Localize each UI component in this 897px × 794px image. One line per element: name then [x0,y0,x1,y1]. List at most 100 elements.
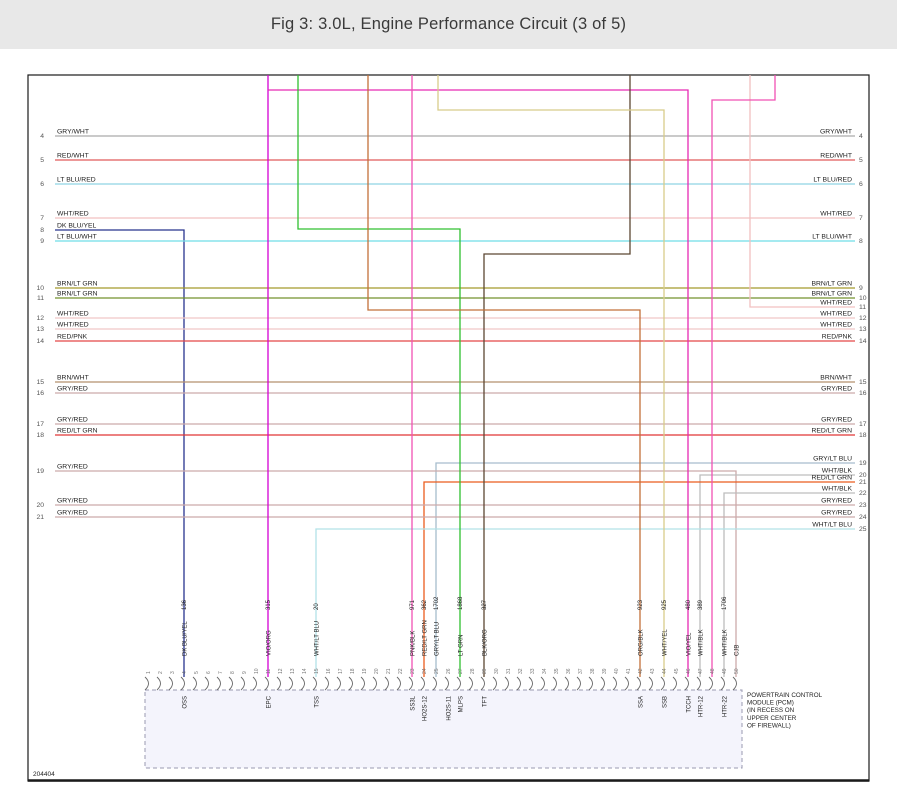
left-row-number: 9 [40,238,44,245]
wire-number-label: 1868 [458,596,464,610]
pcm-note-line: MODULE (PCM) [747,700,794,707]
pin-number: 24 [422,668,428,674]
left-row-number: 12 [36,315,44,322]
connector-pin [648,676,653,691]
pin-number: 7 [218,671,224,674]
right-row-number: 22 [859,490,867,497]
pin-number: 13 [290,668,296,674]
pin-function-label: OSS [183,696,189,709]
connector-pin [708,676,713,691]
left-row-label: RED/WHT [57,153,89,160]
left-row-number: 20 [36,502,44,509]
pin-number: 35 [554,668,560,674]
pin-function-label: TCCH [687,696,693,713]
pin-number: 2 [158,671,164,674]
left-row-label: DK BLU/YEL [57,223,97,230]
wire-color-label: WHT/YEL [663,629,669,656]
pcm-note-line: UPPER CENTER [747,715,797,722]
wire-wht-red-row11-drop [749,75,855,308]
left-row-label: BRN/LT GRN [57,291,98,298]
pin-number: 12 [278,668,284,674]
connector-pin [240,676,245,691]
wire-color-label: RED/LT GRN [423,620,429,656]
left-row-label: GRY/RED [57,386,88,393]
pin-number: 38 [590,668,596,674]
wire-org-blk-ssa [367,75,641,677]
pin-number: 19 [362,668,368,674]
connector-pin [348,676,353,691]
left-row-label: BRN/WHT [57,375,89,382]
wire-color-label: WHT/BLK [699,629,705,656]
right-row-label: WHT/RED [820,322,852,329]
pcm-note-line: (IN RECESS ON [747,707,795,714]
connector-pin [252,676,257,691]
connector-pin [468,676,473,691]
connector-pin [288,676,293,691]
wire-color-label: WHT/LT BLU [315,621,321,656]
pin-number: 28 [470,668,476,674]
pin-number: 50 [734,668,740,674]
left-row-number: 18 [36,432,44,439]
connector-pin [300,676,305,691]
pin-number: 39 [602,668,608,674]
pin-function-label: SSB [663,696,669,708]
right-row-label: WHT/BLK [822,486,853,493]
pin-number: 21 [386,668,392,674]
left-row-label: GRY/RED [57,510,88,517]
right-row-label: LT BLU/WHT [812,234,852,241]
right-row-label: WHT/LT BLU [812,522,852,529]
connector-pin [612,676,617,691]
wire-number-label: 1706 [722,596,728,610]
right-row-label: WHT/RED [820,311,852,318]
right-row-label: WHT/RED [820,300,852,307]
left-row-label: LT BLU/RED [57,177,96,184]
right-row-number: 8 [859,238,863,245]
connector-pin [504,676,509,691]
wire-number-label: 20 [314,603,320,610]
pin-number: 14 [302,668,308,674]
connector-pin [480,676,485,691]
left-row-label: WHT/RED [57,322,89,329]
right-row-number: 11 [859,304,866,311]
left-row-number: 6 [40,181,44,188]
right-row-label: BRN/WHT [820,375,852,382]
pin-number: 49 [722,668,728,674]
wire-color-label: GRY/LT BLU [435,622,441,656]
connector-pin [660,676,665,691]
right-row-number: 13 [859,326,867,333]
pin-function-label: MLPS [459,696,465,712]
left-row-label: GRY/RED [57,417,88,424]
pin-number: 11 [266,669,272,674]
pin-number: 3 [170,671,176,674]
left-row-label: RED/PNK [57,334,88,341]
pin-number: 31 [506,668,512,674]
right-row-number: 12 [859,315,867,322]
connector-pin [144,676,149,691]
right-row-number: 7 [859,215,863,222]
wire-color-label: ORG/BLK [639,629,645,656]
right-row-label: GRY/RED [821,498,852,505]
pcm-note-line: OF FIREWALL) [747,722,791,729]
connector-pin [336,676,341,691]
wire-color-label: PNK/BLK [411,631,417,656]
pcm-connector-box [144,689,743,769]
figure-number: 204404 [33,771,55,778]
right-row-number: 16 [859,390,867,397]
right-row-label: RED/LT GRN [811,475,852,482]
connector-pin [528,676,533,691]
pin-number: 1 [146,671,152,674]
pin-number: 4 [182,671,188,674]
right-row-number: 9 [859,285,863,292]
pin-function-label: HO2S-12 [423,695,429,721]
pin-number: 30 [494,668,500,674]
connector-pin [636,676,641,691]
left-row-number: 15 [36,379,44,386]
pin-number: 17 [338,668,344,674]
wire-gry-lt-blu-ho2s11 [435,462,855,677]
pin-number: 34 [542,668,548,674]
connector-pin [696,676,701,691]
pin-number: 16 [326,668,332,674]
left-row-label: WHT/RED [57,211,89,218]
right-row-number: 17 [859,421,867,428]
left-row-label: WHT/RED [57,311,89,318]
